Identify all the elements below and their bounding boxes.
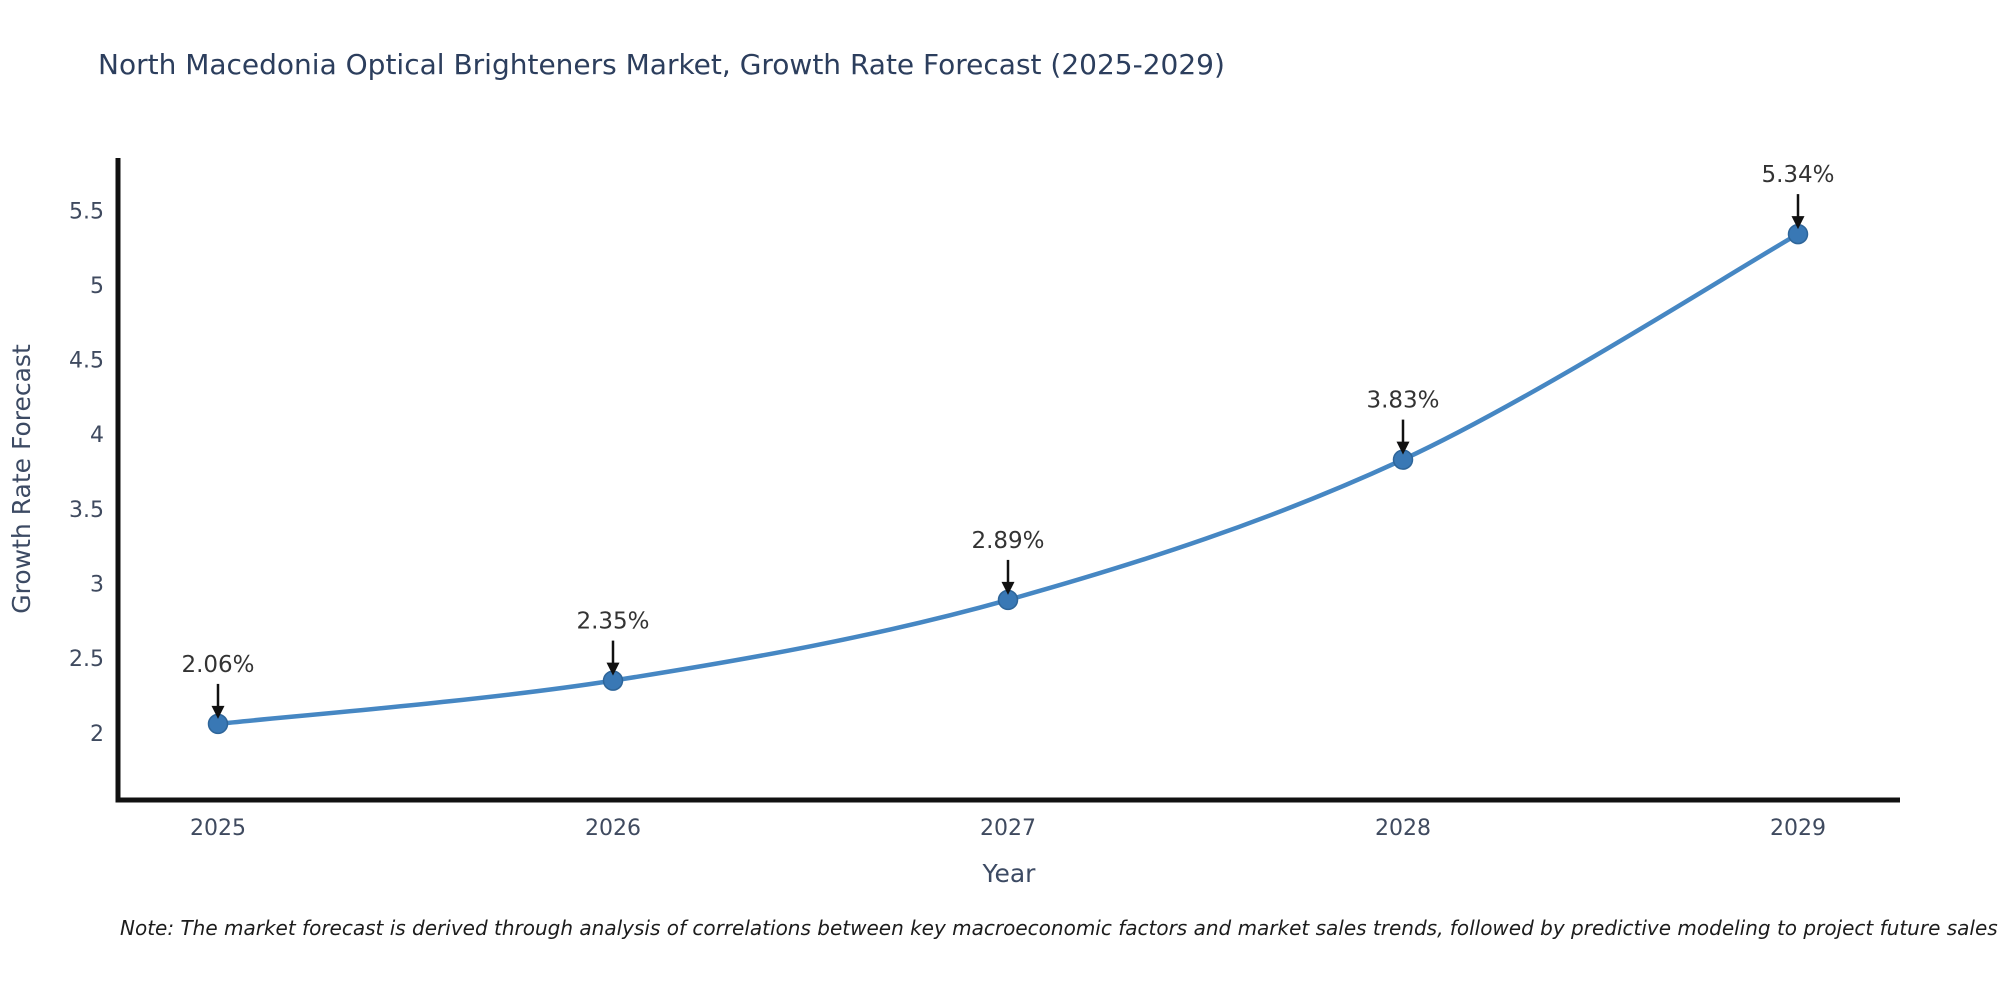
annotation-label: 3.83% (1366, 388, 1439, 414)
x-axis-tick-label: 2026 (585, 816, 641, 841)
axis-line (115, 158, 1900, 803)
annotation-label: 2.89% (971, 528, 1044, 554)
x-axis-title: Year (982, 859, 1037, 888)
y-axis-title: Growth Rate Forecast (7, 344, 36, 614)
annotation-arrowhead (1396, 441, 1410, 455)
footnote: Note: The market forecast is derived thr… (120, 916, 1998, 940)
x-axis-tick-label: 2028 (1375, 816, 1431, 841)
annotation-arrowhead (606, 662, 620, 676)
annotation-arrowhead (1001, 581, 1015, 595)
annotation-label: 2.06% (181, 652, 254, 678)
x-axis-tick-label: 2029 (1770, 816, 1826, 841)
y-axis-tick-label: 2 (90, 722, 104, 747)
x-axis-tick-label: 2027 (980, 816, 1036, 841)
x-axis-tick-label: 2025 (190, 816, 246, 841)
annotation-arrowhead (1791, 216, 1805, 230)
y-axis-tick-label: 2.5 (69, 647, 104, 672)
chart-title: North Macedonia Optical Brighteners Mark… (98, 48, 1225, 81)
annotation-arrowhead (211, 705, 225, 719)
y-axis-tick-label: 3 (90, 573, 104, 598)
y-axis-tick-label: 5 (90, 274, 104, 299)
y-axis-tick-label: 3.5 (69, 498, 104, 523)
y-axis-tick-label: 4 (90, 423, 104, 448)
annotation-label: 5.34% (1761, 162, 1834, 188)
annotation-label: 2.35% (576, 609, 649, 635)
y-axis-tick-label: 5.5 (69, 199, 104, 224)
series-line (215, 231, 1801, 727)
y-axis-tick-label: 4.5 (69, 349, 104, 374)
